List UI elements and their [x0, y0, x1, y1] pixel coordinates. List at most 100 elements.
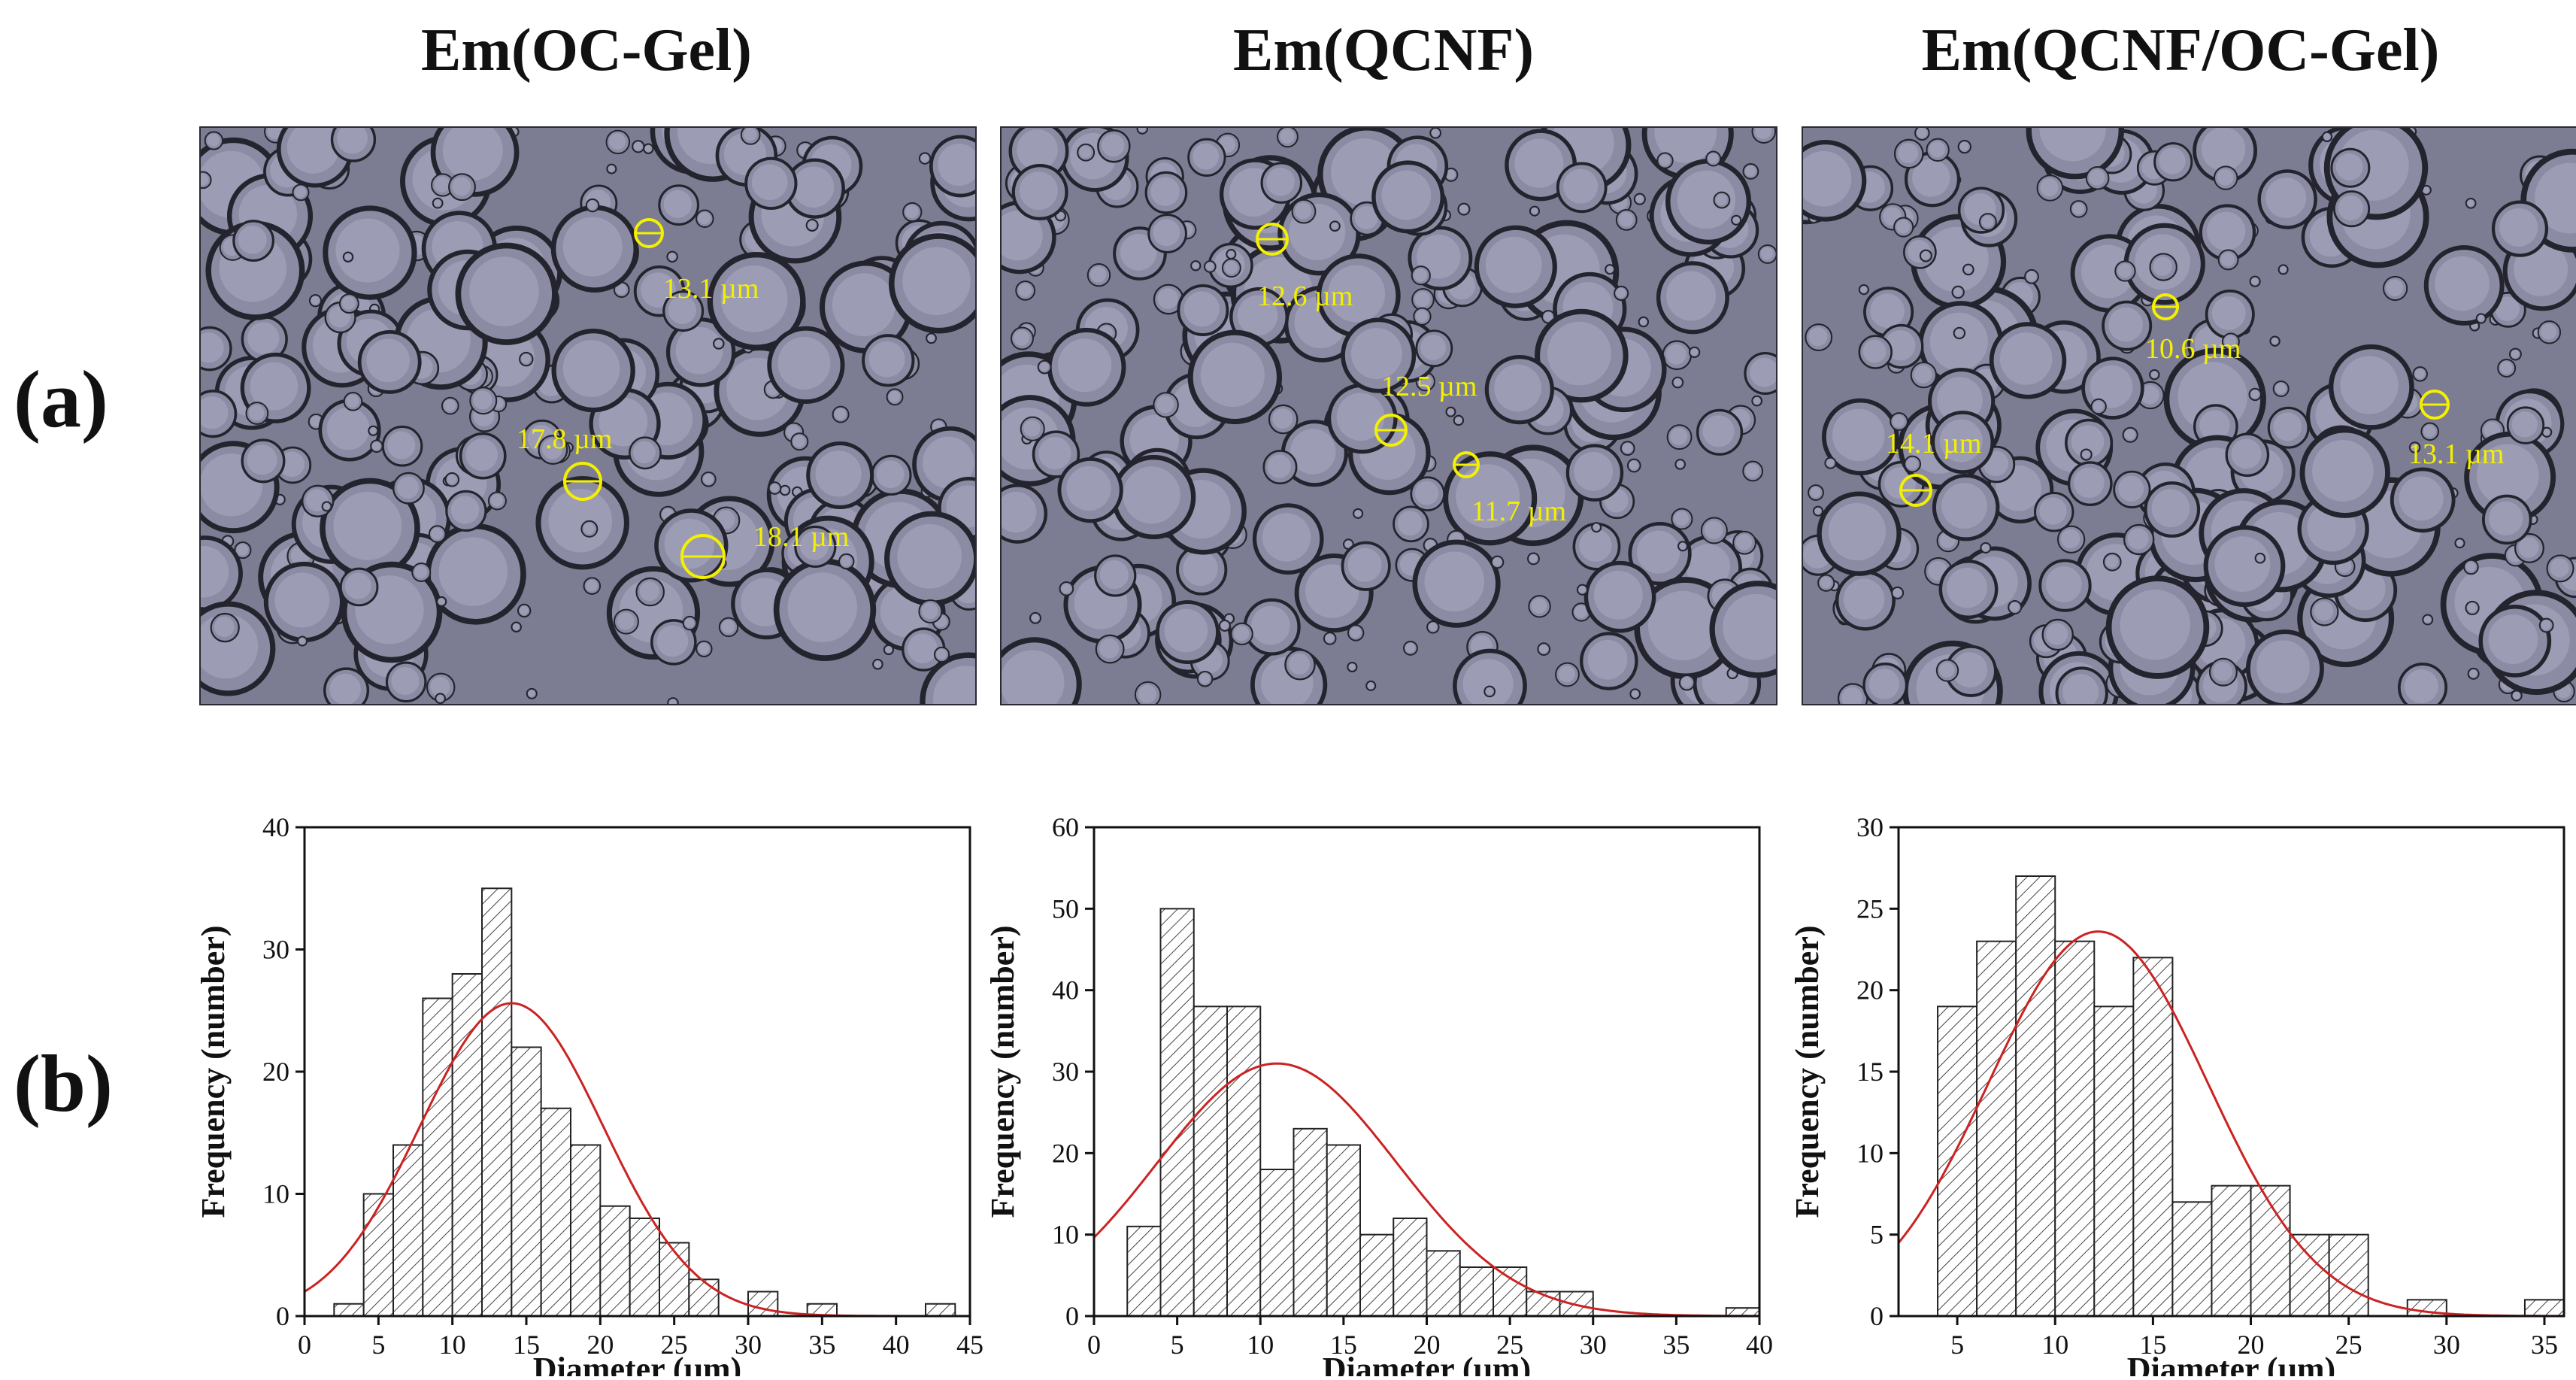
- droplet: [1989, 322, 2067, 399]
- measurement-marker: [680, 534, 726, 579]
- droplet: [1426, 620, 1440, 634]
- x-axis-label: Diameter (µm): [1323, 1351, 1531, 1376]
- histogram-bar: [1226, 1005, 1262, 1317]
- droplet: [2467, 667, 2480, 680]
- x-tick-label: 45: [956, 1330, 983, 1360]
- droplet: [1863, 287, 1914, 338]
- droplet: [1709, 581, 1776, 678]
- droplet: [1015, 280, 1036, 301]
- droplet: [2465, 600, 2480, 616]
- droplet: [1252, 503, 1324, 575]
- histogram-bar: [925, 1303, 956, 1317]
- droplet: [2205, 290, 2255, 340]
- droplet: [1260, 162, 1303, 204]
- measurement-marker: [563, 462, 602, 501]
- y-axis-label: Frequency (number): [195, 925, 232, 1218]
- droplet: [426, 672, 456, 702]
- droplet: [301, 484, 335, 518]
- droplet: [1402, 640, 1418, 656]
- droplet: [658, 184, 700, 226]
- droplet: [806, 441, 874, 509]
- droplet: [1572, 522, 1621, 571]
- droplet: [666, 250, 678, 263]
- measurement-marker: [2420, 390, 2450, 420]
- droplet: [902, 627, 946, 672]
- droplet: [1537, 642, 1551, 656]
- droplet: [2213, 165, 2238, 190]
- droplet: [1411, 265, 1431, 286]
- droplet: [343, 392, 363, 411]
- droplet: [1835, 570, 1896, 631]
- x-axis-label: Diameter (µm): [2127, 1351, 2335, 1376]
- droplet: [2408, 441, 2421, 453]
- droplet: [933, 646, 950, 663]
- droplet: [2208, 657, 2238, 687]
- histogram-bar: [599, 1205, 631, 1317]
- droplet: [1629, 688, 1641, 700]
- histogram-oc-gel: 0 5 10 15 20 25 30 35 40 45 0 10 20 30 40 Diameter (µm)…: [188, 790, 985, 1380]
- droplet: [1910, 362, 1937, 389]
- droplet: [662, 290, 705, 332]
- droplet: [768, 481, 782, 495]
- droplet: [1891, 586, 1905, 599]
- droplet: [1732, 530, 1756, 555]
- droplet: [1620, 441, 1635, 456]
- droplet: [330, 128, 377, 162]
- droplet: [2497, 359, 2517, 378]
- droplet: [1935, 659, 1959, 682]
- droplet: [632, 140, 645, 153]
- droplet: [2080, 448, 2093, 461]
- y-tick-label: 30: [1856, 812, 1884, 842]
- droplet: [1262, 450, 1298, 485]
- x-tick-label: 5: [371, 1330, 385, 1360]
- droplet: [1812, 505, 1824, 517]
- droplet: [2546, 554, 2574, 583]
- micrograph-qcnf: 12.6 µm 12.5 µm 11.7 µm: [1000, 126, 1777, 705]
- panel-title-oc-gel: Em(OC-Gel): [421, 17, 752, 83]
- droplet: [2269, 335, 2281, 347]
- droplet: [1744, 352, 1776, 395]
- droplet: [1134, 681, 1162, 704]
- droplet: [2149, 369, 2160, 381]
- droplet: [2383, 275, 2408, 302]
- droplet: [1805, 323, 1833, 351]
- droplet: [767, 326, 845, 405]
- droplet: [862, 334, 915, 387]
- histogram-bar: [2015, 875, 2056, 1317]
- droplet: [1291, 199, 1317, 224]
- droplet: [2491, 200, 2549, 257]
- droplet: [357, 330, 422, 394]
- droplet: [1196, 671, 1214, 687]
- droplet: [2332, 190, 2371, 228]
- droplet: [2310, 597, 2339, 626]
- droplet: [1415, 329, 1453, 368]
- droplet: [2221, 332, 2240, 351]
- droplet: [613, 608, 639, 635]
- droplet: [1556, 162, 1608, 214]
- droplet: [744, 156, 798, 211]
- droplet: [805, 218, 819, 232]
- droplet: [2105, 575, 2210, 679]
- y-tick-label: 30: [1052, 1057, 1079, 1087]
- droplet: [441, 396, 459, 415]
- droplet: [1429, 128, 1442, 139]
- histogram-bar: [1259, 1169, 1295, 1317]
- droplet: [1094, 554, 1137, 597]
- droplet: [1341, 317, 1417, 393]
- droplet: [1628, 522, 1692, 586]
- droplet: [517, 603, 532, 618]
- histogram-bar: [511, 1046, 542, 1317]
- droplet: [2254, 552, 2266, 564]
- droplet: [323, 205, 417, 300]
- droplet: [435, 693, 446, 704]
- x-tick-label: 5: [1950, 1330, 1964, 1360]
- histogram-bar: [333, 1303, 365, 1317]
- x-tick-label: 30: [735, 1330, 762, 1360]
- droplet: [1280, 420, 1348, 487]
- droplet: [1371, 160, 1445, 234]
- x-tick-label: 35: [808, 1330, 835, 1360]
- droplet: [210, 612, 240, 643]
- droplet: [1218, 619, 1231, 632]
- histogram-bar: [1426, 1250, 1461, 1317]
- droplet: [2478, 605, 2552, 678]
